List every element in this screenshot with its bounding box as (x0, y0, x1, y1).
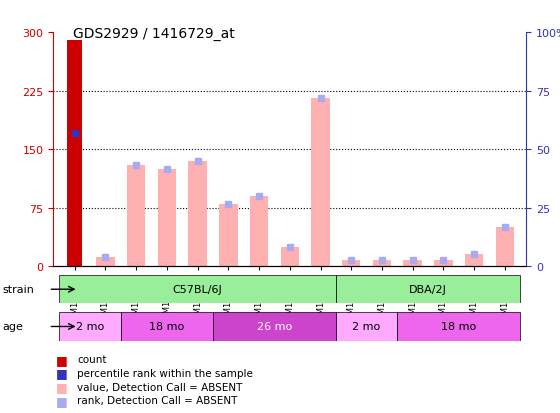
Bar (250, 197, 268, 266)
Bar (121, 313, 213, 341)
Bar (404, 260, 422, 266)
Bar (188, 161, 207, 266)
Bar (213, 313, 336, 341)
Text: DBA/2J: DBA/2J (409, 285, 447, 294)
Bar (398, 313, 520, 341)
Bar (281, 247, 299, 266)
Text: ■: ■ (56, 353, 68, 366)
Text: GDS2929 / 1416729_at: GDS2929 / 1416729_at (73, 27, 235, 41)
Bar (336, 313, 398, 341)
Text: age: age (3, 322, 24, 332)
Bar (96, 257, 115, 266)
Text: strain: strain (3, 285, 35, 294)
Bar (465, 255, 483, 266)
Text: ■: ■ (56, 380, 68, 393)
Text: 2 mo: 2 mo (76, 322, 104, 332)
Bar (67, 41, 82, 266)
Text: percentile rank within the sample: percentile rank within the sample (77, 368, 253, 378)
Text: rank, Detection Call = ABSENT: rank, Detection Call = ABSENT (77, 395, 237, 405)
Bar (434, 260, 452, 266)
Bar (59, 275, 336, 304)
Bar (127, 165, 146, 266)
Bar (59, 313, 121, 341)
Bar (342, 260, 361, 266)
Text: 18 mo: 18 mo (150, 322, 184, 332)
Bar (219, 204, 237, 266)
Bar (496, 228, 514, 266)
Bar (311, 99, 330, 266)
Text: ■: ■ (56, 394, 68, 407)
Text: C57BL/6J: C57BL/6J (172, 285, 222, 294)
Bar (158, 169, 176, 266)
Text: value, Detection Call = ABSENT: value, Detection Call = ABSENT (77, 382, 242, 392)
Bar (373, 260, 391, 266)
Text: count: count (77, 354, 107, 364)
Bar (336, 275, 520, 304)
Text: 18 mo: 18 mo (441, 322, 477, 332)
Text: 2 mo: 2 mo (352, 322, 381, 332)
Text: ■: ■ (56, 366, 68, 380)
Text: 26 mo: 26 mo (257, 322, 292, 332)
